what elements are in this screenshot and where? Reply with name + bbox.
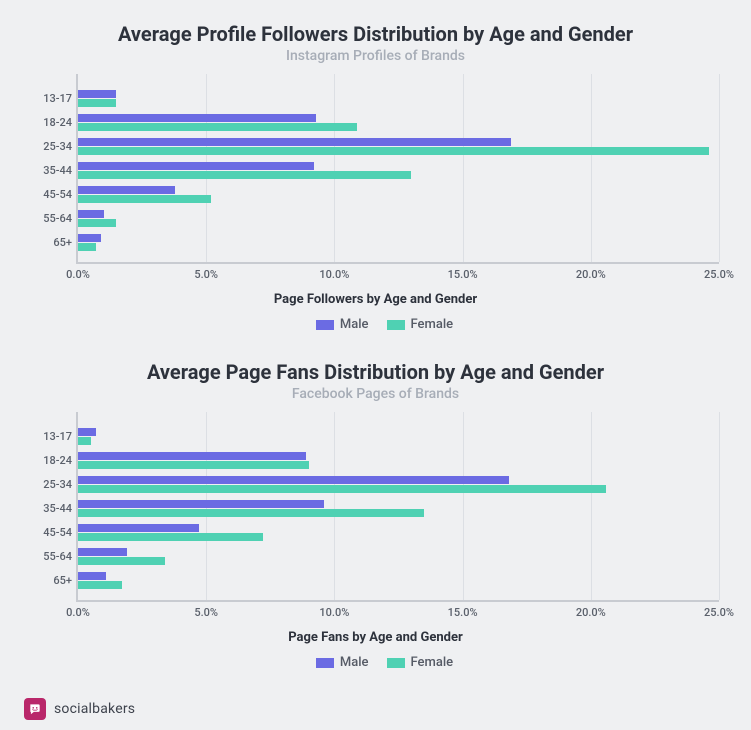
bar-row: 35-44 xyxy=(78,160,719,182)
footer-brand: socialbakers xyxy=(54,701,135,717)
bar-male xyxy=(78,476,509,484)
bar-row: 25-34 xyxy=(78,136,719,158)
chart-0: Average Profile Followers Distribution b… xyxy=(22,22,729,332)
bar-row: 13-17 xyxy=(78,426,719,448)
legend-label-male: Male xyxy=(340,655,369,670)
bar-row: 25-34 xyxy=(78,474,719,496)
chart-subtitle: Facebook Pages of Brands xyxy=(22,386,729,402)
x-axis-label: Page Fans by Age and Gender xyxy=(22,630,729,645)
y-category-label: 55-64 xyxy=(28,550,72,563)
bar-male xyxy=(78,572,106,580)
x-tick: 15.0% xyxy=(448,606,478,619)
bar-row: 55-64 xyxy=(78,208,719,230)
y-category-label: 25-34 xyxy=(28,140,72,153)
bar-row: 65+ xyxy=(78,232,719,254)
legend-label-female: Female xyxy=(411,655,454,670)
bar-row: 55-64 xyxy=(78,546,719,568)
legend-swatch-male xyxy=(316,658,334,668)
bar-row: 65+ xyxy=(78,570,719,592)
bar-row: 18-24 xyxy=(78,450,719,472)
y-category-label: 35-44 xyxy=(28,164,72,177)
x-tick: 10.0% xyxy=(319,606,349,619)
bar-female xyxy=(78,533,263,541)
x-tick: 0.0% xyxy=(66,606,90,619)
x-tick: 5.0% xyxy=(194,268,218,281)
y-category-label: 55-64 xyxy=(28,212,72,225)
bar-male xyxy=(78,452,306,460)
plot-area: 0.0%5.0%10.0%15.0%20.0%25.0%13-1718-2425… xyxy=(76,74,719,264)
bar-female xyxy=(78,99,116,107)
bar-female xyxy=(78,195,211,203)
y-category-label: 45-54 xyxy=(28,526,72,539)
legend: Male Female xyxy=(22,317,729,332)
x-tick: 5.0% xyxy=(194,606,218,619)
bar-male xyxy=(78,234,101,242)
legend-label-female: Female xyxy=(411,317,454,332)
bar-female xyxy=(78,557,165,565)
bar-row: 45-54 xyxy=(78,522,719,544)
bar-female xyxy=(78,243,96,251)
y-category-label: 18-24 xyxy=(28,116,72,129)
y-category-label: 35-44 xyxy=(28,502,72,515)
socialbakers-logo-icon xyxy=(24,698,46,720)
bar-male xyxy=(78,114,316,122)
legend-swatch-male xyxy=(316,320,334,330)
bar-male xyxy=(78,524,199,532)
y-category-label: 25-34 xyxy=(28,478,72,491)
chart-1: Average Page Fans Distribution by Age an… xyxy=(22,360,729,670)
bar-female xyxy=(78,485,606,493)
footer: socialbakers xyxy=(22,698,729,720)
bar-male xyxy=(78,210,104,218)
legend-label-male: Male xyxy=(340,317,369,332)
gridline xyxy=(719,74,720,262)
chart-title: Average Profile Followers Distribution b… xyxy=(22,22,729,46)
bar-row: 18-24 xyxy=(78,112,719,134)
bar-male xyxy=(78,428,96,436)
bar-row: 45-54 xyxy=(78,184,719,206)
bar-male xyxy=(78,500,324,508)
x-tick: 20.0% xyxy=(576,268,606,281)
bar-male xyxy=(78,162,314,170)
bar-female xyxy=(78,147,709,155)
y-category-label: 18-24 xyxy=(28,454,72,467)
bar-female xyxy=(78,581,122,589)
x-axis-label: Page Followers by Age and Gender xyxy=(22,292,729,307)
x-tick: 15.0% xyxy=(448,268,478,281)
bar-female xyxy=(78,509,424,517)
bar-male xyxy=(78,138,511,146)
x-tick: 25.0% xyxy=(704,606,734,619)
bar-female xyxy=(78,437,91,445)
gridline xyxy=(719,412,720,600)
y-category-label: 13-17 xyxy=(28,92,72,105)
bar-female xyxy=(78,171,411,179)
x-tick: 20.0% xyxy=(576,606,606,619)
bar-row: 35-44 xyxy=(78,498,719,520)
legend-swatch-female xyxy=(387,658,405,668)
chart-title: Average Page Fans Distribution by Age an… xyxy=(22,360,729,384)
legend: Male Female xyxy=(22,655,729,670)
bar-female xyxy=(78,461,309,469)
bar-male xyxy=(78,90,116,98)
bar-female xyxy=(78,123,357,131)
y-category-label: 65+ xyxy=(28,236,72,249)
x-tick: 25.0% xyxy=(704,268,734,281)
plot-area: 0.0%5.0%10.0%15.0%20.0%25.0%13-1718-2425… xyxy=(76,412,719,602)
bar-male xyxy=(78,548,127,556)
x-tick: 10.0% xyxy=(319,268,349,281)
y-category-label: 13-17 xyxy=(28,430,72,443)
y-category-label: 65+ xyxy=(28,574,72,587)
bar-row: 13-17 xyxy=(78,88,719,110)
bar-female xyxy=(78,219,116,227)
x-tick: 0.0% xyxy=(66,268,90,281)
legend-swatch-female xyxy=(387,320,405,330)
chart-subtitle: Instagram Profiles of Brands xyxy=(22,48,729,64)
y-category-label: 45-54 xyxy=(28,188,72,201)
bar-male xyxy=(78,186,175,194)
